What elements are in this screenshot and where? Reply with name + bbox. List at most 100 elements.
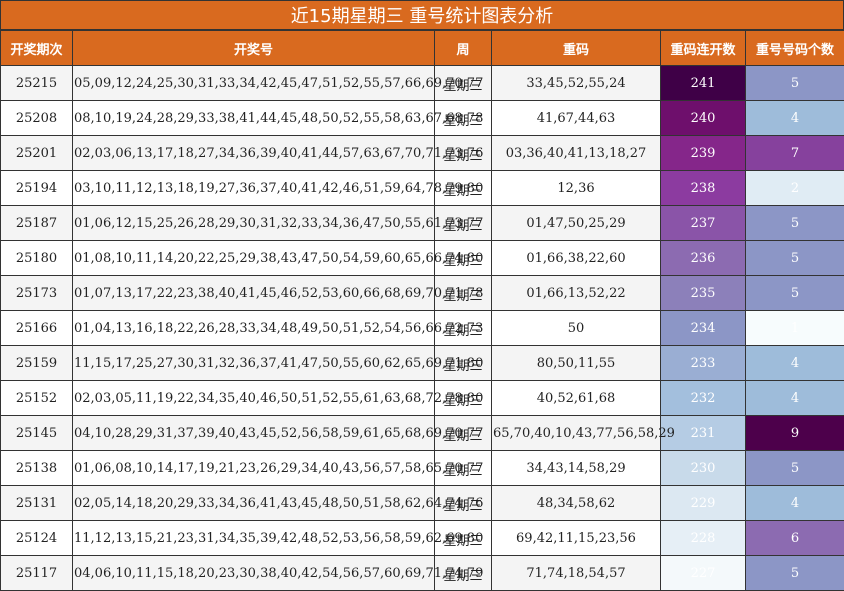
repeat-number-count-cell: 4: [746, 381, 844, 416]
repeat-count-cell: 234: [661, 311, 746, 346]
period-cell: 25215: [1, 66, 73, 101]
numbers-cell: 02,03,06,13,17,18,27,34,36,39,40,41,44,5…: [73, 136, 435, 171]
header-repeat-count: 重码连开数: [661, 31, 746, 66]
numbers-cell: 01,08,10,11,14,20,22,25,29,38,43,47,50,5…: [73, 241, 435, 276]
period-cell: 25201: [1, 136, 73, 171]
repeat-count-cell: 236: [661, 241, 746, 276]
repeat-cell: 41,67,44,63: [492, 101, 661, 136]
numbers-cell: 05,09,12,24,25,30,31,33,34,42,45,47,51,5…: [73, 66, 435, 101]
repeat-cell: 12,36: [492, 171, 661, 206]
header-week: 周: [435, 31, 492, 66]
repeat-count-cell: 237: [661, 206, 746, 241]
repeat-cell: 01,66,13,52,22: [492, 276, 661, 311]
repeat-number-count-cell: 9: [746, 416, 844, 451]
repeat-count-cell: 239: [661, 136, 746, 171]
repeat-cell: 34,43,14,58,29: [492, 451, 661, 486]
page-title: 近15期星期三 重号统计图表分析: [0, 0, 844, 30]
numbers-cell: 11,15,17,25,27,30,31,32,36,37,41,47,50,5…: [73, 346, 435, 381]
repeat-number-count-cell: 5: [746, 451, 844, 486]
numbers-cell: 01,06,08,10,14,17,19,21,23,26,29,34,40,4…: [73, 451, 435, 486]
repeat-cell: 71,74,18,54,57: [492, 556, 661, 591]
table-header-row: 开奖期次 开奖号 周 重码 重码连开数 重号号码个数: [1, 31, 844, 66]
numbers-cell: 02,05,14,18,20,29,33,34,36,41,43,45,48,5…: [73, 486, 435, 521]
header-repeat: 重码: [492, 31, 661, 66]
repeat-cell: 03,36,40,41,13,18,27: [492, 136, 661, 171]
period-cell: 25194: [1, 171, 73, 206]
repeat-number-count-cell: 5: [746, 556, 844, 591]
numbers-cell: 01,04,13,16,18,22,26,28,33,34,48,49,50,5…: [73, 311, 435, 346]
period-cell: 25145: [1, 416, 73, 451]
repeat-cell: 01,66,38,22,60: [492, 241, 661, 276]
period-cell: 25124: [1, 521, 73, 556]
repeat-number-count-cell: 4: [746, 346, 844, 381]
numbers-cell: 11,12,13,15,21,23,31,34,35,39,42,48,52,5…: [73, 521, 435, 556]
repeat-cell: 01,47,50,25,29: [492, 206, 661, 241]
repeat-count-cell: 227: [661, 556, 746, 591]
repeat-number-count-cell: 4: [746, 486, 844, 521]
repeat-number-count-cell: 2: [746, 171, 844, 206]
period-cell: 25117: [1, 556, 73, 591]
header-period: 开奖期次: [1, 31, 73, 66]
repeat-cell: 50: [492, 311, 661, 346]
repeat-cell: 48,34,58,62: [492, 486, 661, 521]
numbers-cell: 02,03,05,11,19,22,34,35,40,46,50,51,52,5…: [73, 381, 435, 416]
repeat-cell: 40,52,61,68: [492, 381, 661, 416]
header-numbers: 开奖号: [73, 31, 435, 66]
repeat-count-cell: 228: [661, 521, 746, 556]
repeat-count-cell: 235: [661, 276, 746, 311]
repeat-cell: 80,50,11,55: [492, 346, 661, 381]
repeat-cell: 65,70,40,10,43,77,56,58,29: [492, 416, 661, 451]
repeat-count-cell: 241: [661, 66, 746, 101]
repeat-number-count-cell: 5: [746, 241, 844, 276]
period-cell: 25180: [1, 241, 73, 276]
repeat-number-count-cell: 5: [746, 276, 844, 311]
header-repeat-number-count: 重号号码个数: [746, 31, 844, 66]
repeat-count-cell: 230: [661, 451, 746, 486]
repeat-count-cell: 238: [661, 171, 746, 206]
numbers-cell: 01,06,12,15,25,26,28,29,30,31,32,33,34,3…: [73, 206, 435, 241]
repeat-count-cell: 232: [661, 381, 746, 416]
period-cell: 25152: [1, 381, 73, 416]
repeat-cell: 69,42,11,15,23,56: [492, 521, 661, 556]
numbers-cell: 03,10,11,12,13,18,19,27,36,37,40,41,42,4…: [73, 171, 435, 206]
numbers-cell: 08,10,19,24,28,29,33,38,41,44,45,48,50,5…: [73, 101, 435, 136]
repeat-number-count-cell: 5: [746, 206, 844, 241]
repeat-count-cell: 240: [661, 101, 746, 136]
repeat-number-count-cell: 1: [746, 311, 844, 346]
numbers-cell: 04,10,28,29,31,37,39,40,43,45,52,56,58,5…: [73, 416, 435, 451]
period-cell: 25208: [1, 101, 73, 136]
period-cell: 25166: [1, 311, 73, 346]
period-cell: 25173: [1, 276, 73, 311]
repeat-number-count-cell: 4: [746, 101, 844, 136]
period-cell: 25138: [1, 451, 73, 486]
repeat-count-cell: 233: [661, 346, 746, 381]
period-cell: 25131: [1, 486, 73, 521]
repeat-number-count-cell: 6: [746, 521, 844, 556]
numbers-cell: 04,06,10,11,15,18,20,23,30,38,40,42,54,5…: [73, 556, 435, 591]
period-cell: 25187: [1, 206, 73, 241]
period-cell: 25159: [1, 346, 73, 381]
repeat-count-cell: 229: [661, 486, 746, 521]
repeat-number-count-cell: 7: [746, 136, 844, 171]
numbers-cell: 01,07,13,17,22,23,38,40,41,45,46,52,53,6…: [73, 276, 435, 311]
repeat-number-count-cell: 5: [746, 66, 844, 101]
repeat-cell: 33,45,52,55,24: [492, 66, 661, 101]
